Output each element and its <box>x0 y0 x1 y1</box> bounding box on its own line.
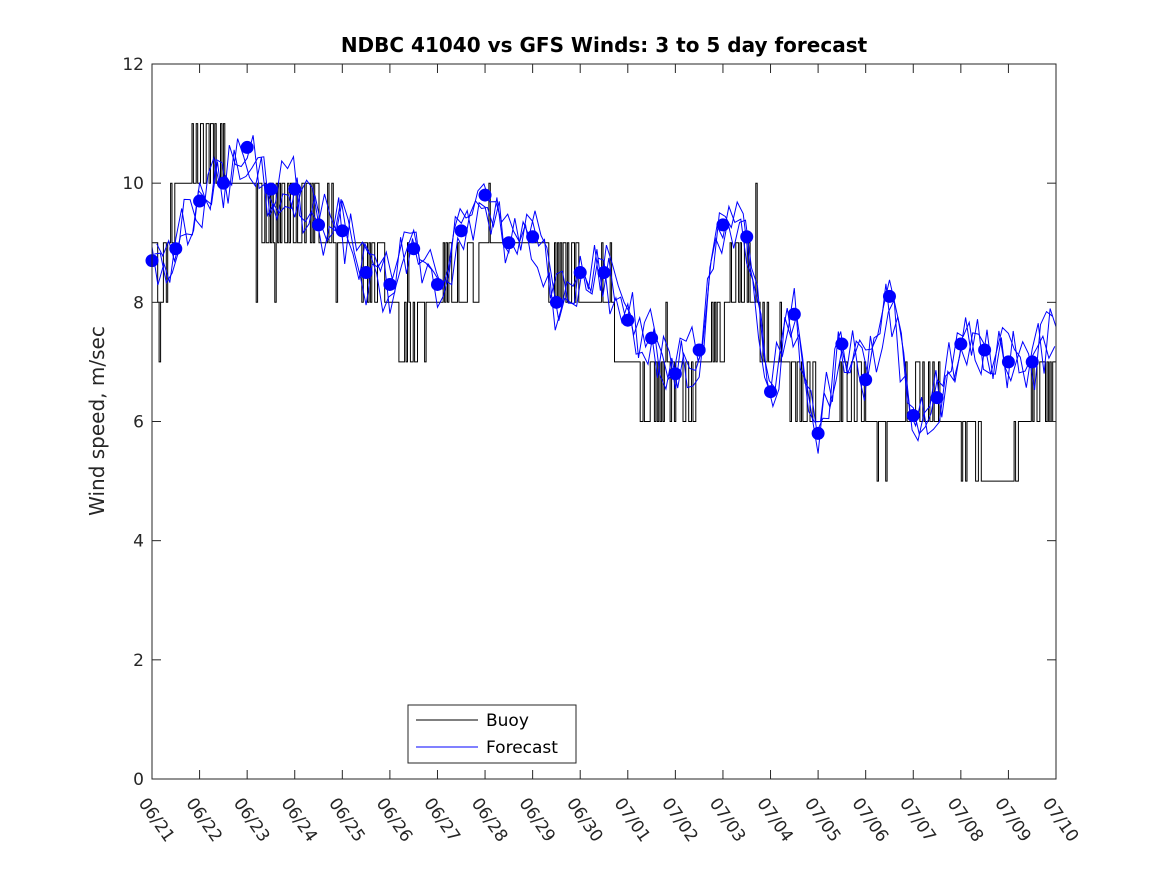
forecast-point <box>383 277 397 291</box>
y-tick-label: 2 <box>133 651 144 671</box>
y-tick-label: 8 <box>133 293 144 313</box>
y-tick-label: 6 <box>133 413 144 433</box>
forecast-point <box>668 367 682 381</box>
forecast-point <box>597 266 611 280</box>
forecast-point <box>716 218 730 232</box>
forecast-point <box>573 266 587 280</box>
chart-title: NDBC 41040 vs GFS Winds: 3 to 5 day fore… <box>341 33 868 57</box>
forecast-point <box>621 313 635 327</box>
y-tick-label: 0 <box>133 770 144 790</box>
forecast-point <box>502 236 516 250</box>
forecast-point <box>692 343 706 357</box>
y-tick-label: 12 <box>122 55 144 75</box>
forecast-point <box>1001 355 1015 369</box>
forecast-point <box>526 230 540 244</box>
forecast-point <box>454 224 468 238</box>
forecast-point <box>978 343 992 357</box>
forecast-point <box>549 295 563 309</box>
forecast-point <box>835 337 849 351</box>
y-tick-label: 4 <box>133 532 144 552</box>
legend-forecast-label: Forecast <box>486 738 558 758</box>
forecast-point <box>740 230 754 244</box>
forecast-point <box>478 188 492 202</box>
forecast-point <box>407 242 421 256</box>
forecast-point <box>264 182 278 196</box>
forecast-point <box>169 242 183 256</box>
y-axis-label: Wind speed, m/sec <box>85 326 109 516</box>
forecast-point <box>906 409 920 423</box>
forecast-point <box>882 289 896 303</box>
forecast-point <box>787 307 801 321</box>
forecast-point <box>288 182 302 196</box>
forecast-markers <box>145 140 1039 440</box>
forecast-point <box>930 391 944 405</box>
y-tick-label: 10 <box>122 174 144 194</box>
forecast-point <box>811 426 825 440</box>
legend-buoy-label: Buoy <box>486 711 529 731</box>
forecast-point <box>359 266 373 280</box>
forecast-point <box>193 194 207 208</box>
forecast-point <box>645 331 659 345</box>
legend-box <box>407 704 577 764</box>
forecast-point <box>430 277 444 291</box>
forecast-point <box>216 176 230 190</box>
forecast-point <box>954 337 968 351</box>
legend: Buoy Forecast <box>407 704 577 764</box>
forecast-point <box>859 373 873 387</box>
forecast-point <box>764 385 778 399</box>
forecast-point <box>240 140 254 154</box>
forecast-point <box>1025 355 1039 369</box>
forecast-point <box>335 224 349 238</box>
y-axis: 0 2 4 6 8 10 12 <box>122 55 1056 790</box>
forecast-point <box>312 218 326 232</box>
